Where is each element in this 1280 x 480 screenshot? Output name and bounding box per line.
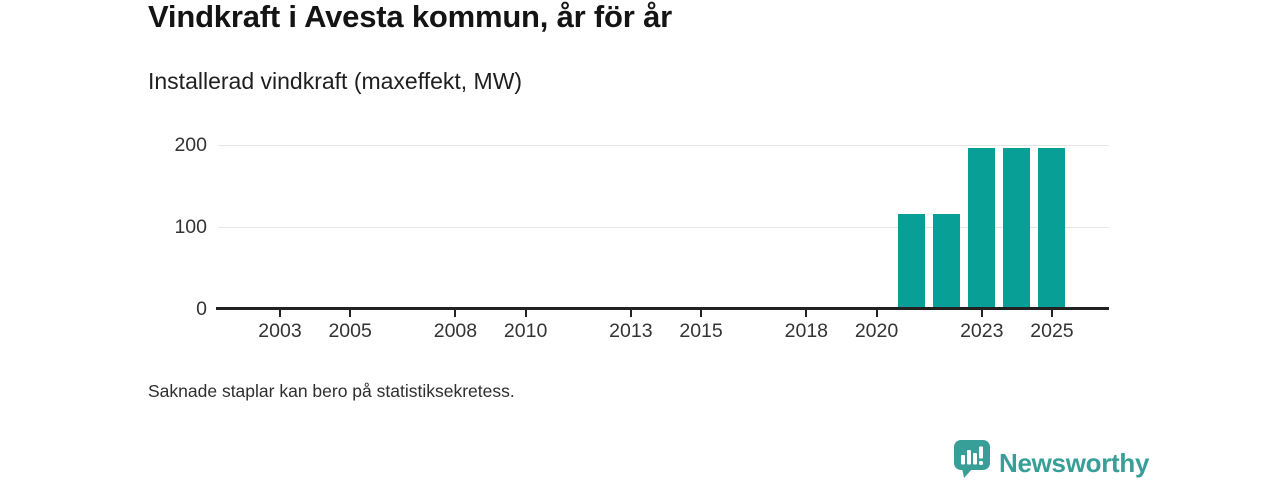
bar-2021 bbox=[898, 213, 926, 307]
y-axis-label-0: 0 bbox=[196, 298, 207, 320]
gridline-100 bbox=[218, 226, 1109, 228]
x-axis-line bbox=[216, 307, 1109, 310]
x-tick-2005 bbox=[349, 309, 352, 317]
newsworthy-logo-text: Newsworthy bbox=[999, 448, 1150, 478]
newsworthy-logo[interactable]: Newsworthy bbox=[953, 440, 1149, 480]
bar-chart: 0 100 200 2003 2005 2008 2010 2013 2015 2018 2020 2… bbox=[174, 134, 1109, 342]
y-axis-label-200: 200 bbox=[174, 134, 207, 156]
x-tick-2008 bbox=[454, 309, 457, 317]
x-tick-2015 bbox=[700, 309, 703, 317]
x-tick-2023 bbox=[980, 309, 983, 317]
x-axis-label-2020: 2020 bbox=[854, 320, 899, 342]
x-tick-2020 bbox=[875, 309, 878, 317]
x-axis-label-2013: 2013 bbox=[609, 320, 653, 342]
x-axis-label-2015: 2015 bbox=[679, 320, 723, 342]
bar-2024 bbox=[1003, 148, 1031, 307]
bar-2025 bbox=[1038, 148, 1066, 307]
x-tick-2025 bbox=[1050, 309, 1053, 317]
x-axis-label-2010: 2010 bbox=[503, 320, 548, 342]
bar-2022 bbox=[933, 213, 961, 307]
x-tick-2010 bbox=[524, 309, 527, 317]
x-axis-label-2018: 2018 bbox=[784, 320, 829, 342]
bar-2023 bbox=[968, 148, 996, 307]
chart-subtitle: Installerad vindkraft (maxeffekt, MW) bbox=[148, 68, 523, 94]
x-axis-label-2008: 2008 bbox=[433, 320, 478, 342]
x-axis-label-2003: 2003 bbox=[258, 320, 302, 342]
x-tick-2018 bbox=[805, 309, 808, 317]
x-axis-label-2005: 2005 bbox=[328, 320, 372, 342]
y-axis-label-100: 100 bbox=[174, 216, 207, 238]
x-tick-2013 bbox=[629, 309, 632, 317]
gridline-200 bbox=[218, 144, 1109, 146]
x-tick-2003 bbox=[278, 309, 281, 317]
x-axis-label-2025: 2025 bbox=[1030, 320, 1074, 342]
newsworthy-logo-icon bbox=[954, 440, 990, 478]
x-axis-label-2023: 2023 bbox=[960, 320, 1004, 342]
chart-title: Vindkraft i Avesta kommun, år för år bbox=[148, 0, 672, 34]
footnote: Saknade staplar kan bero på statistiksek… bbox=[148, 381, 515, 401]
